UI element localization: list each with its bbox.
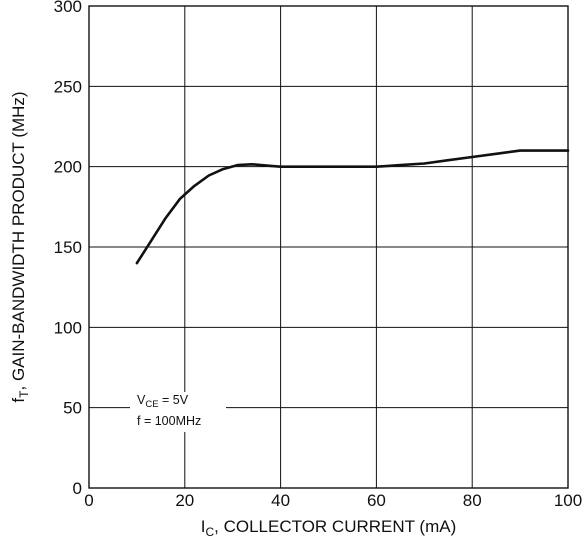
y-tick-label: 250 [54, 77, 82, 96]
x-tick-label: 40 [271, 491, 290, 510]
y-axis-label-subscript: T [17, 390, 31, 398]
annotation-vce-symbol: V [137, 393, 146, 407]
y-axis-label-text: , GAIN-BANDWIDTH PRODUCT (MHz) [9, 91, 28, 390]
y-tick-label: 50 [63, 399, 82, 418]
plot-frame [88, 5, 569, 489]
x-tick-label: 20 [175, 491, 194, 510]
y-tick-label: 0 [73, 479, 82, 498]
annotation-frequency: f = 100MHz [137, 414, 201, 428]
x-axis-label-text: , COLLECTOR CURRENT (mA) [214, 517, 456, 536]
annotation-background [130, 392, 226, 432]
annotation-vce: VCE = 5V [137, 393, 189, 410]
y-tick-labels: 0 50 100 150 200 250 300 [54, 0, 82, 498]
x-tick-label: 60 [367, 491, 386, 510]
series-group [135, 149, 570, 265]
y-axis-label-symbol: f [9, 398, 28, 403]
conditions-annotation: VCE = 5V f = 100MHz [130, 392, 226, 432]
x-axis-label: IC, COLLECTOR CURRENT (mA) [201, 517, 457, 539]
x-axis-label-subscript: C [205, 525, 214, 539]
y-tick-label: 150 [54, 238, 82, 257]
y-tick-label: 300 [54, 0, 82, 16]
annotation-vce-subscript: CE [145, 399, 158, 410]
y-tick-label: 200 [54, 158, 82, 177]
x-tick-label: 80 [463, 491, 482, 510]
x-tick-labels: 0 20 40 60 80 100 [84, 491, 582, 510]
x-axis-label-symbol: I [201, 517, 206, 536]
series-line [135, 149, 570, 265]
y-axis-label: fT, GAIN-BANDWIDTH PRODUCT (MHz) [9, 91, 31, 402]
annotation-vce-value: = 5V [159, 393, 189, 407]
x-tick-label: 100 [554, 491, 582, 510]
y-tick-label: 100 [54, 318, 82, 337]
x-tick-label: 0 [84, 491, 93, 510]
